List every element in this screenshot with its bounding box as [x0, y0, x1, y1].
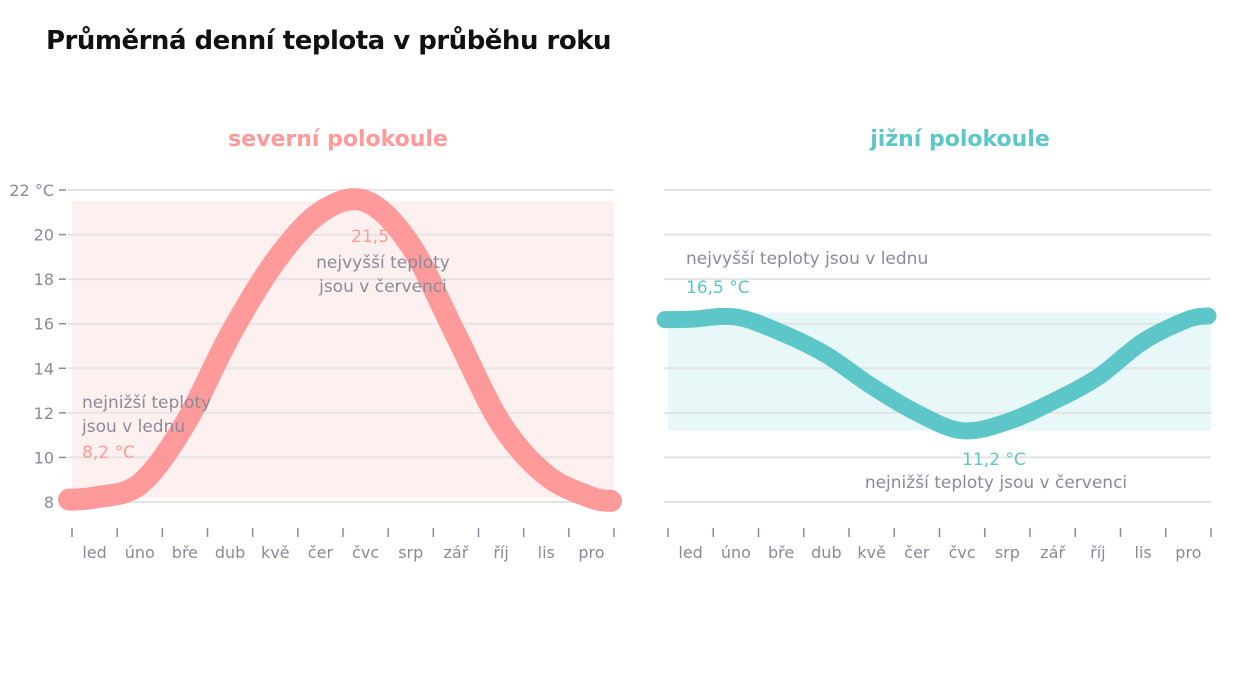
x-tick-label-1-8: zář: [1040, 543, 1065, 562]
x-tick-label-1-6: čvc: [949, 543, 976, 562]
x-tick-label-1-2: bře: [768, 543, 794, 562]
annotation-min-text-1-0: nejnižší teploty jsou v červenci: [865, 473, 1127, 493]
x-tick-label-0-7: srp: [398, 543, 423, 562]
x-tick-label-0-10: lis: [538, 543, 555, 562]
y-tick-label-2: 12: [34, 404, 54, 423]
x-tick-label-1-1: úno: [721, 543, 751, 562]
x-tick-label-0-11: pro: [578, 543, 604, 562]
annotation-min-text-0-0: nejnižší teploty: [82, 393, 211, 413]
page-title: Průměrná denní teplota v průběhu roku: [46, 26, 612, 56]
annotation-max-text-0-1: jsou v červenci: [318, 277, 447, 297]
y-tick-label-1: 10: [34, 448, 54, 467]
annotation-min-value-0: 8,2 °C: [82, 443, 135, 463]
x-tick-label-0-3: dub: [215, 543, 245, 562]
x-tick-label-1-5: čer: [904, 543, 930, 562]
annotation-max-text-1-0: nejvyšší teploty jsou v lednu: [686, 249, 928, 269]
annotation-min-text-0-1: jsou v lednu: [81, 417, 185, 437]
x-tick-label-1-9: říj: [1090, 543, 1105, 562]
y-tick-label-7: 22 °C: [9, 181, 54, 200]
annotation-min-value-1: 11,2 °C: [962, 450, 1026, 470]
y-tick-label-0: 8: [44, 493, 54, 512]
panel-title-1: jižní polokoule: [869, 127, 1050, 152]
annotation-max-value-1: 16,5 °C: [686, 278, 750, 298]
series-line-0: [58, 188, 622, 512]
annotation-max-text-0-0: nejvyšší teploty: [316, 253, 450, 273]
annotation-max-value-0: 21,5 °C: [351, 227, 415, 247]
x-tick-label-1-4: kvě: [857, 543, 886, 562]
x-tick-label-0-2: bře: [172, 543, 198, 562]
x-tick-label-1-10: lis: [1135, 543, 1152, 562]
x-tick-label-1-3: dub: [811, 543, 841, 562]
panel-title-0: severní polokoule: [228, 127, 448, 152]
x-tick-label-0-0: led: [82, 543, 106, 562]
x-tick-label-0-4: kvě: [261, 543, 290, 562]
x-tick-label-0-9: říj: [493, 543, 508, 562]
x-tick-label-0-6: čvc: [352, 543, 379, 562]
x-tick-label-0-8: zář: [444, 543, 469, 562]
y-tick-label-4: 16: [34, 315, 54, 334]
x-tick-label-0-5: čer: [308, 543, 334, 562]
x-tick-label-1-0: led: [678, 543, 702, 562]
y-tick-label-6: 20: [34, 226, 54, 245]
series-line-1: [656, 307, 1217, 440]
x-tick-label-1-11: pro: [1175, 543, 1201, 562]
y-tick-label-5: 18: [34, 270, 54, 289]
x-tick-label-1-7: srp: [995, 543, 1020, 562]
y-tick-label-3: 14: [34, 359, 54, 378]
x-tick-label-0-1: úno: [125, 543, 155, 562]
